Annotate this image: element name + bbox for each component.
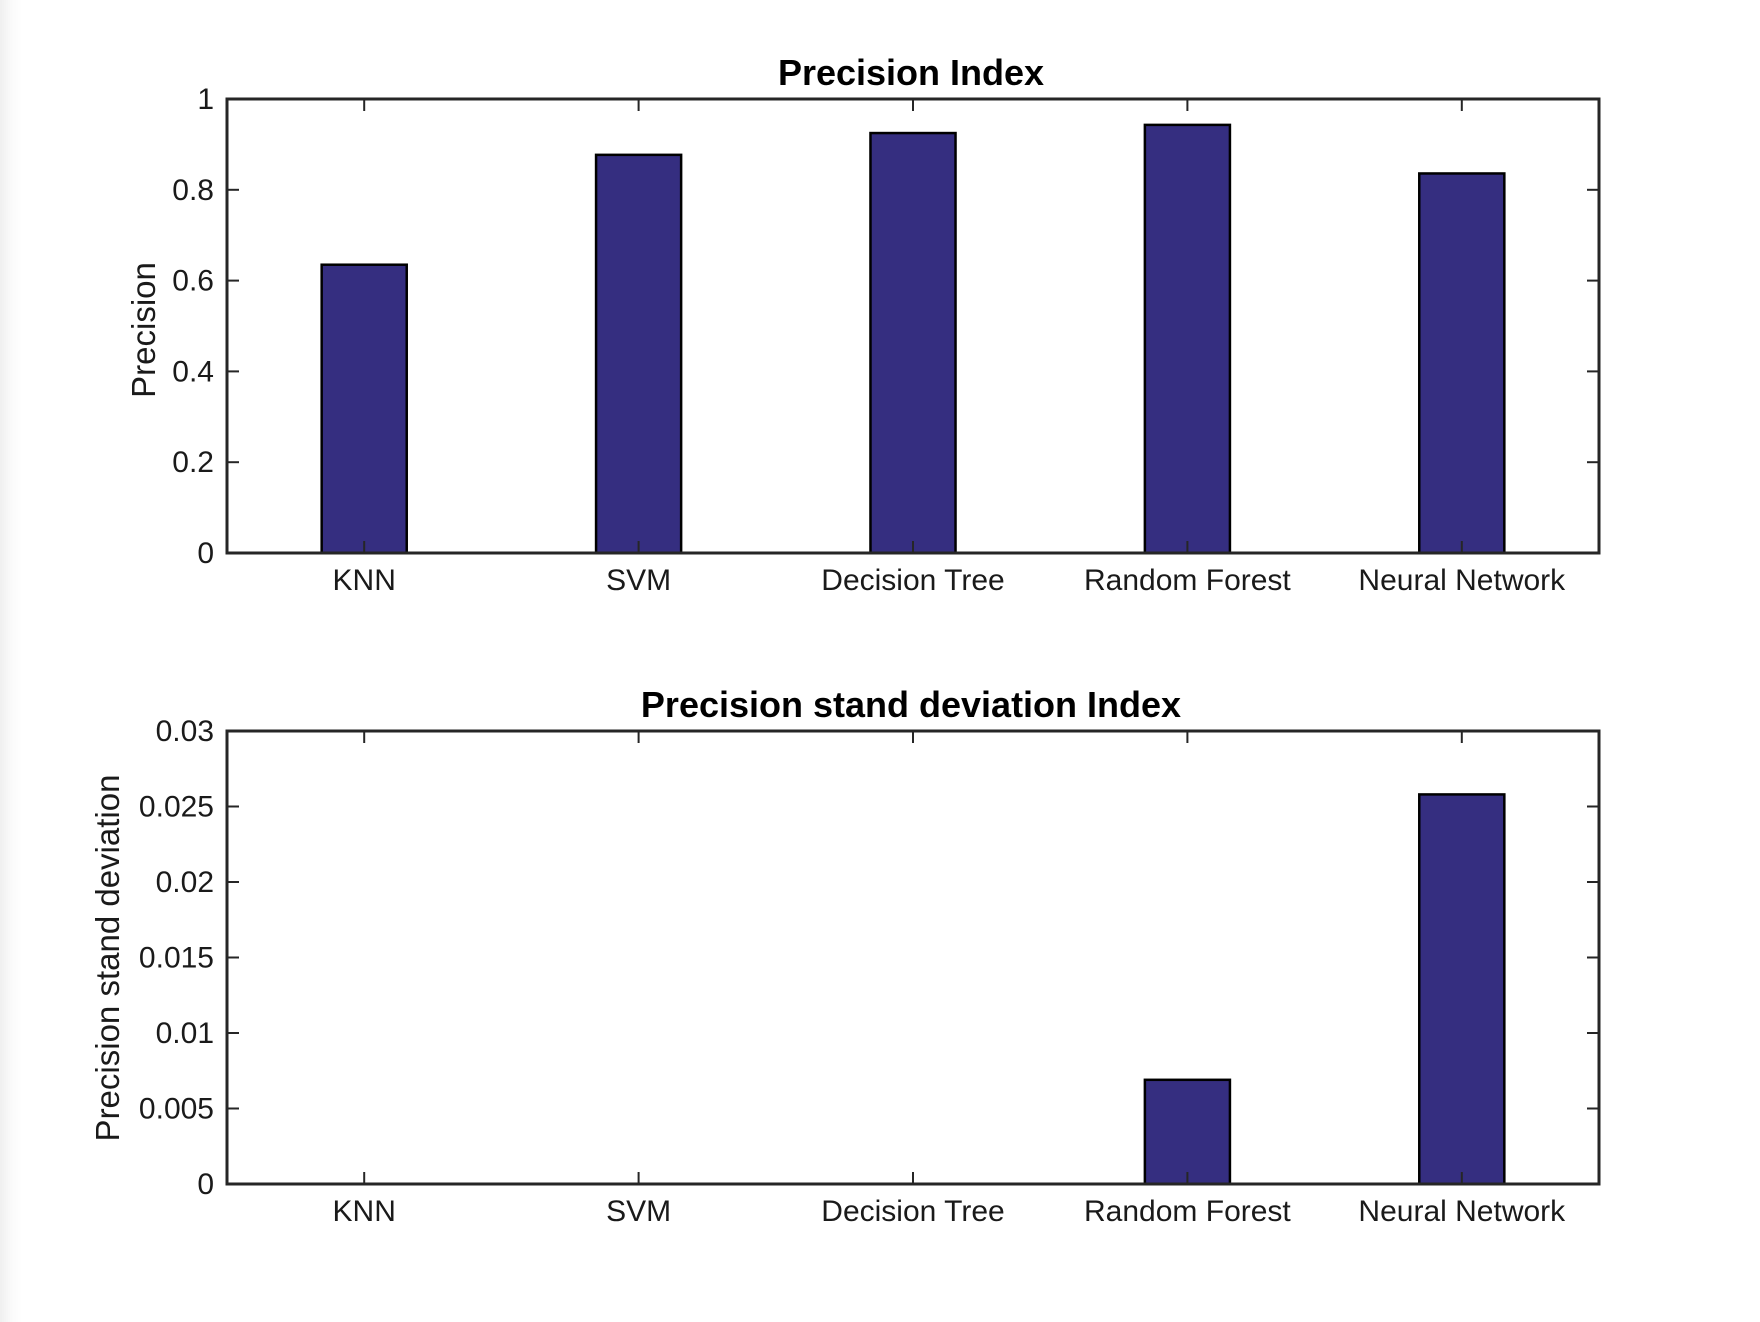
y-axis-label: Precision stand deviation <box>89 775 126 1142</box>
y-tick-label: 1 <box>197 83 214 116</box>
y-tick-label: 0.4 <box>172 355 214 388</box>
y-tick-label: 0.015 <box>139 942 214 975</box>
tick-marks <box>227 98 1599 554</box>
y-tick-labels: 0 0.005 0.01 0.015 0.02 0.025 0.03 <box>139 715 214 1201</box>
y-tick-label: 0 <box>197 537 214 570</box>
x-tick-label: Decision Tree <box>821 1195 1004 1228</box>
y-tick-label: 0.005 <box>139 1093 214 1126</box>
y-tick-label: 0.025 <box>139 791 214 824</box>
bar-neural-network <box>1418 172 1506 555</box>
precision-std-subplot: Precision stand deviation Index Precisio… <box>89 684 1601 1228</box>
bar-random-forest <box>1143 1078 1232 1186</box>
bar-svm <box>594 153 683 555</box>
subplot-title: Precision Index <box>778 52 1044 93</box>
x-tick-labels: KNN SVM Decision Tree Random Forest Neural N… <box>333 1195 1567 1228</box>
y-tick-label: 0 <box>197 1168 214 1201</box>
bar-decision-tree <box>869 131 957 555</box>
x-tick-label: KNN <box>333 1195 396 1228</box>
x-tick-labels: KNN SVM Decision Tree Random Forest Neural N… <box>333 564 1567 597</box>
y-axis-label: Precision <box>125 262 162 398</box>
bar-series <box>1143 793 1506 1186</box>
x-tick-label: SVM <box>606 1195 671 1228</box>
x-tick-label: KNN <box>333 564 396 597</box>
bar-random-forest <box>1143 123 1232 555</box>
x-tick-label: Random Forest <box>1084 1195 1291 1228</box>
y-tick-label: 0.01 <box>156 1017 214 1050</box>
y-tick-label: 0.03 <box>156 715 214 748</box>
precision-subplot: Precision Index Precision 0 0.2 0.4 0.6 0.8 1… <box>125 52 1601 597</box>
bar-series <box>320 123 1506 555</box>
x-tick-label: Random Forest <box>1084 564 1291 597</box>
subplot-title: Precision stand deviation Index <box>641 684 1181 725</box>
x-tick-label: Decision Tree <box>821 564 1004 597</box>
y-tick-labels: 0 0.2 0.4 0.6 0.8 1 <box>172 83 214 570</box>
y-tick-label: 0.6 <box>172 265 214 298</box>
y-tick-label: 0.8 <box>172 174 214 207</box>
bar-knn <box>320 263 408 555</box>
bar-neural-network <box>1418 793 1506 1186</box>
x-tick-label: SVM <box>606 564 671 597</box>
y-tick-label: 0.02 <box>156 866 214 899</box>
x-tick-label: Neural Network <box>1358 1195 1566 1228</box>
axes-box <box>225 729 1601 1186</box>
tick-marks <box>227 730 1599 1185</box>
y-tick-label: 0.2 <box>172 446 214 479</box>
x-tick-label: Neural Network <box>1358 564 1566 597</box>
